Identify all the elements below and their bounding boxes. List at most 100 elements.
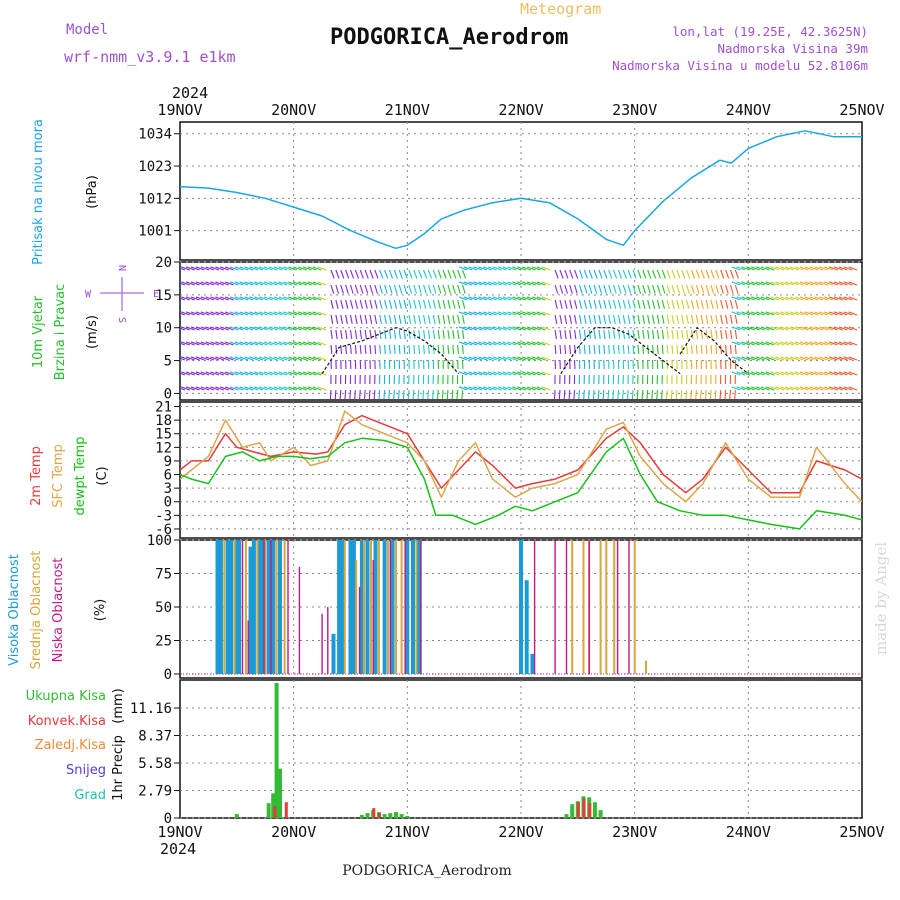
wind-barb (833, 341, 843, 346)
wind-barb (244, 326, 254, 331)
cloud-bar (223, 540, 226, 674)
wind-barb (239, 266, 249, 271)
wind-barb (185, 296, 195, 301)
wind-barb (224, 311, 234, 316)
wind-barb (765, 281, 775, 286)
wind-barb (814, 266, 824, 271)
wind-barb (403, 269, 408, 279)
wind-barb (686, 329, 689, 339)
cloud-bar (237, 540, 242, 674)
wind-barb (205, 356, 215, 361)
wind-barb (705, 284, 710, 294)
wind-barb (374, 284, 379, 294)
wind-barb (790, 311, 799, 316)
precip-marks (234, 683, 603, 818)
wind-barb (398, 344, 401, 355)
wind-barb (273, 266, 283, 271)
wind-barb (487, 371, 497, 376)
wind-barb (408, 269, 413, 279)
wind-barb (458, 326, 468, 331)
wind-barb (814, 341, 824, 346)
wind-barb (512, 356, 522, 361)
cloud-ylabel-3: Niska Oblacnost (51, 558, 66, 663)
wind-barb (755, 326, 765, 331)
wind-barb (468, 281, 478, 286)
wind-barb (483, 356, 492, 361)
wind-barb (354, 269, 359, 279)
wind-barb (263, 296, 273, 301)
wind-barb (736, 386, 746, 391)
wind-barb (427, 299, 432, 309)
wind-barb (729, 329, 733, 339)
wind-barb (765, 266, 775, 271)
wind-barb (632, 314, 636, 324)
wind-barb (647, 284, 651, 294)
wind-barb (302, 311, 312, 316)
wind-barb (517, 356, 527, 361)
wind-barb (432, 269, 437, 279)
pressure-ylabel: Pritisak na nivou mora (31, 119, 46, 265)
wind-barb (200, 326, 210, 331)
wind-barb (541, 356, 551, 361)
wind-barb (526, 266, 536, 271)
wind-barb (458, 341, 468, 346)
wind-barb (278, 386, 288, 391)
wind-barb (588, 344, 591, 355)
wind-barb (312, 326, 322, 331)
wind-barb (335, 284, 340, 294)
cloud-bar (616, 540, 619, 674)
wind-barb (760, 371, 770, 376)
wind-barb (293, 326, 302, 331)
wind-speed-line (321, 327, 459, 375)
wind-barb (273, 386, 283, 391)
cloud-bar (264, 540, 267, 674)
wind-barb (268, 356, 278, 361)
temp-ylabel-1: 2m Temp (29, 446, 44, 506)
wind-barb (838, 266, 848, 271)
wind-barb (559, 314, 563, 324)
wind-barb (239, 341, 249, 346)
wind-barb (407, 389, 410, 400)
wind-barb (799, 266, 809, 271)
cloud-bar (370, 540, 372, 674)
wind-barb (278, 266, 288, 271)
wind-barb (746, 296, 756, 301)
wind-barb (393, 269, 398, 279)
wind-barb (848, 326, 858, 331)
wind-barb (456, 389, 459, 400)
wind-barb (259, 311, 268, 316)
wind-barb (598, 284, 603, 294)
wind-barb (364, 269, 369, 279)
wind-barb (541, 326, 551, 331)
wind-barb (785, 281, 794, 286)
wind-barb (741, 371, 751, 376)
wind-barb (681, 299, 685, 309)
cloud-ytick-label: 75 (155, 566, 172, 582)
wind-barb (185, 311, 195, 316)
wind-barb (345, 329, 348, 339)
wind-barb (190, 281, 200, 286)
wind-barb (478, 386, 488, 391)
precip-bar (588, 803, 592, 818)
wind-barb (794, 341, 804, 346)
wind-barb (447, 314, 451, 324)
wind-barb (790, 281, 799, 286)
wind-barb (210, 281, 220, 286)
wind-barb (838, 281, 848, 286)
panel-cloud: 0 25 50 75 100 (147, 533, 863, 683)
wind-barb (229, 266, 239, 271)
wind-barb (705, 344, 708, 355)
wind-barb (408, 284, 413, 294)
wind-barb (234, 356, 244, 361)
wind-barb (755, 356, 765, 361)
wind-barb (617, 299, 622, 309)
wind-barb (468, 311, 478, 316)
wind-barb (335, 314, 339, 324)
wind-barb (249, 296, 259, 301)
wind-barb (824, 296, 833, 301)
wind-barb (283, 281, 293, 286)
wind-barb (785, 371, 794, 376)
wind-barb (181, 296, 190, 301)
wind-barb (437, 299, 441, 309)
wind-barb (215, 356, 225, 361)
